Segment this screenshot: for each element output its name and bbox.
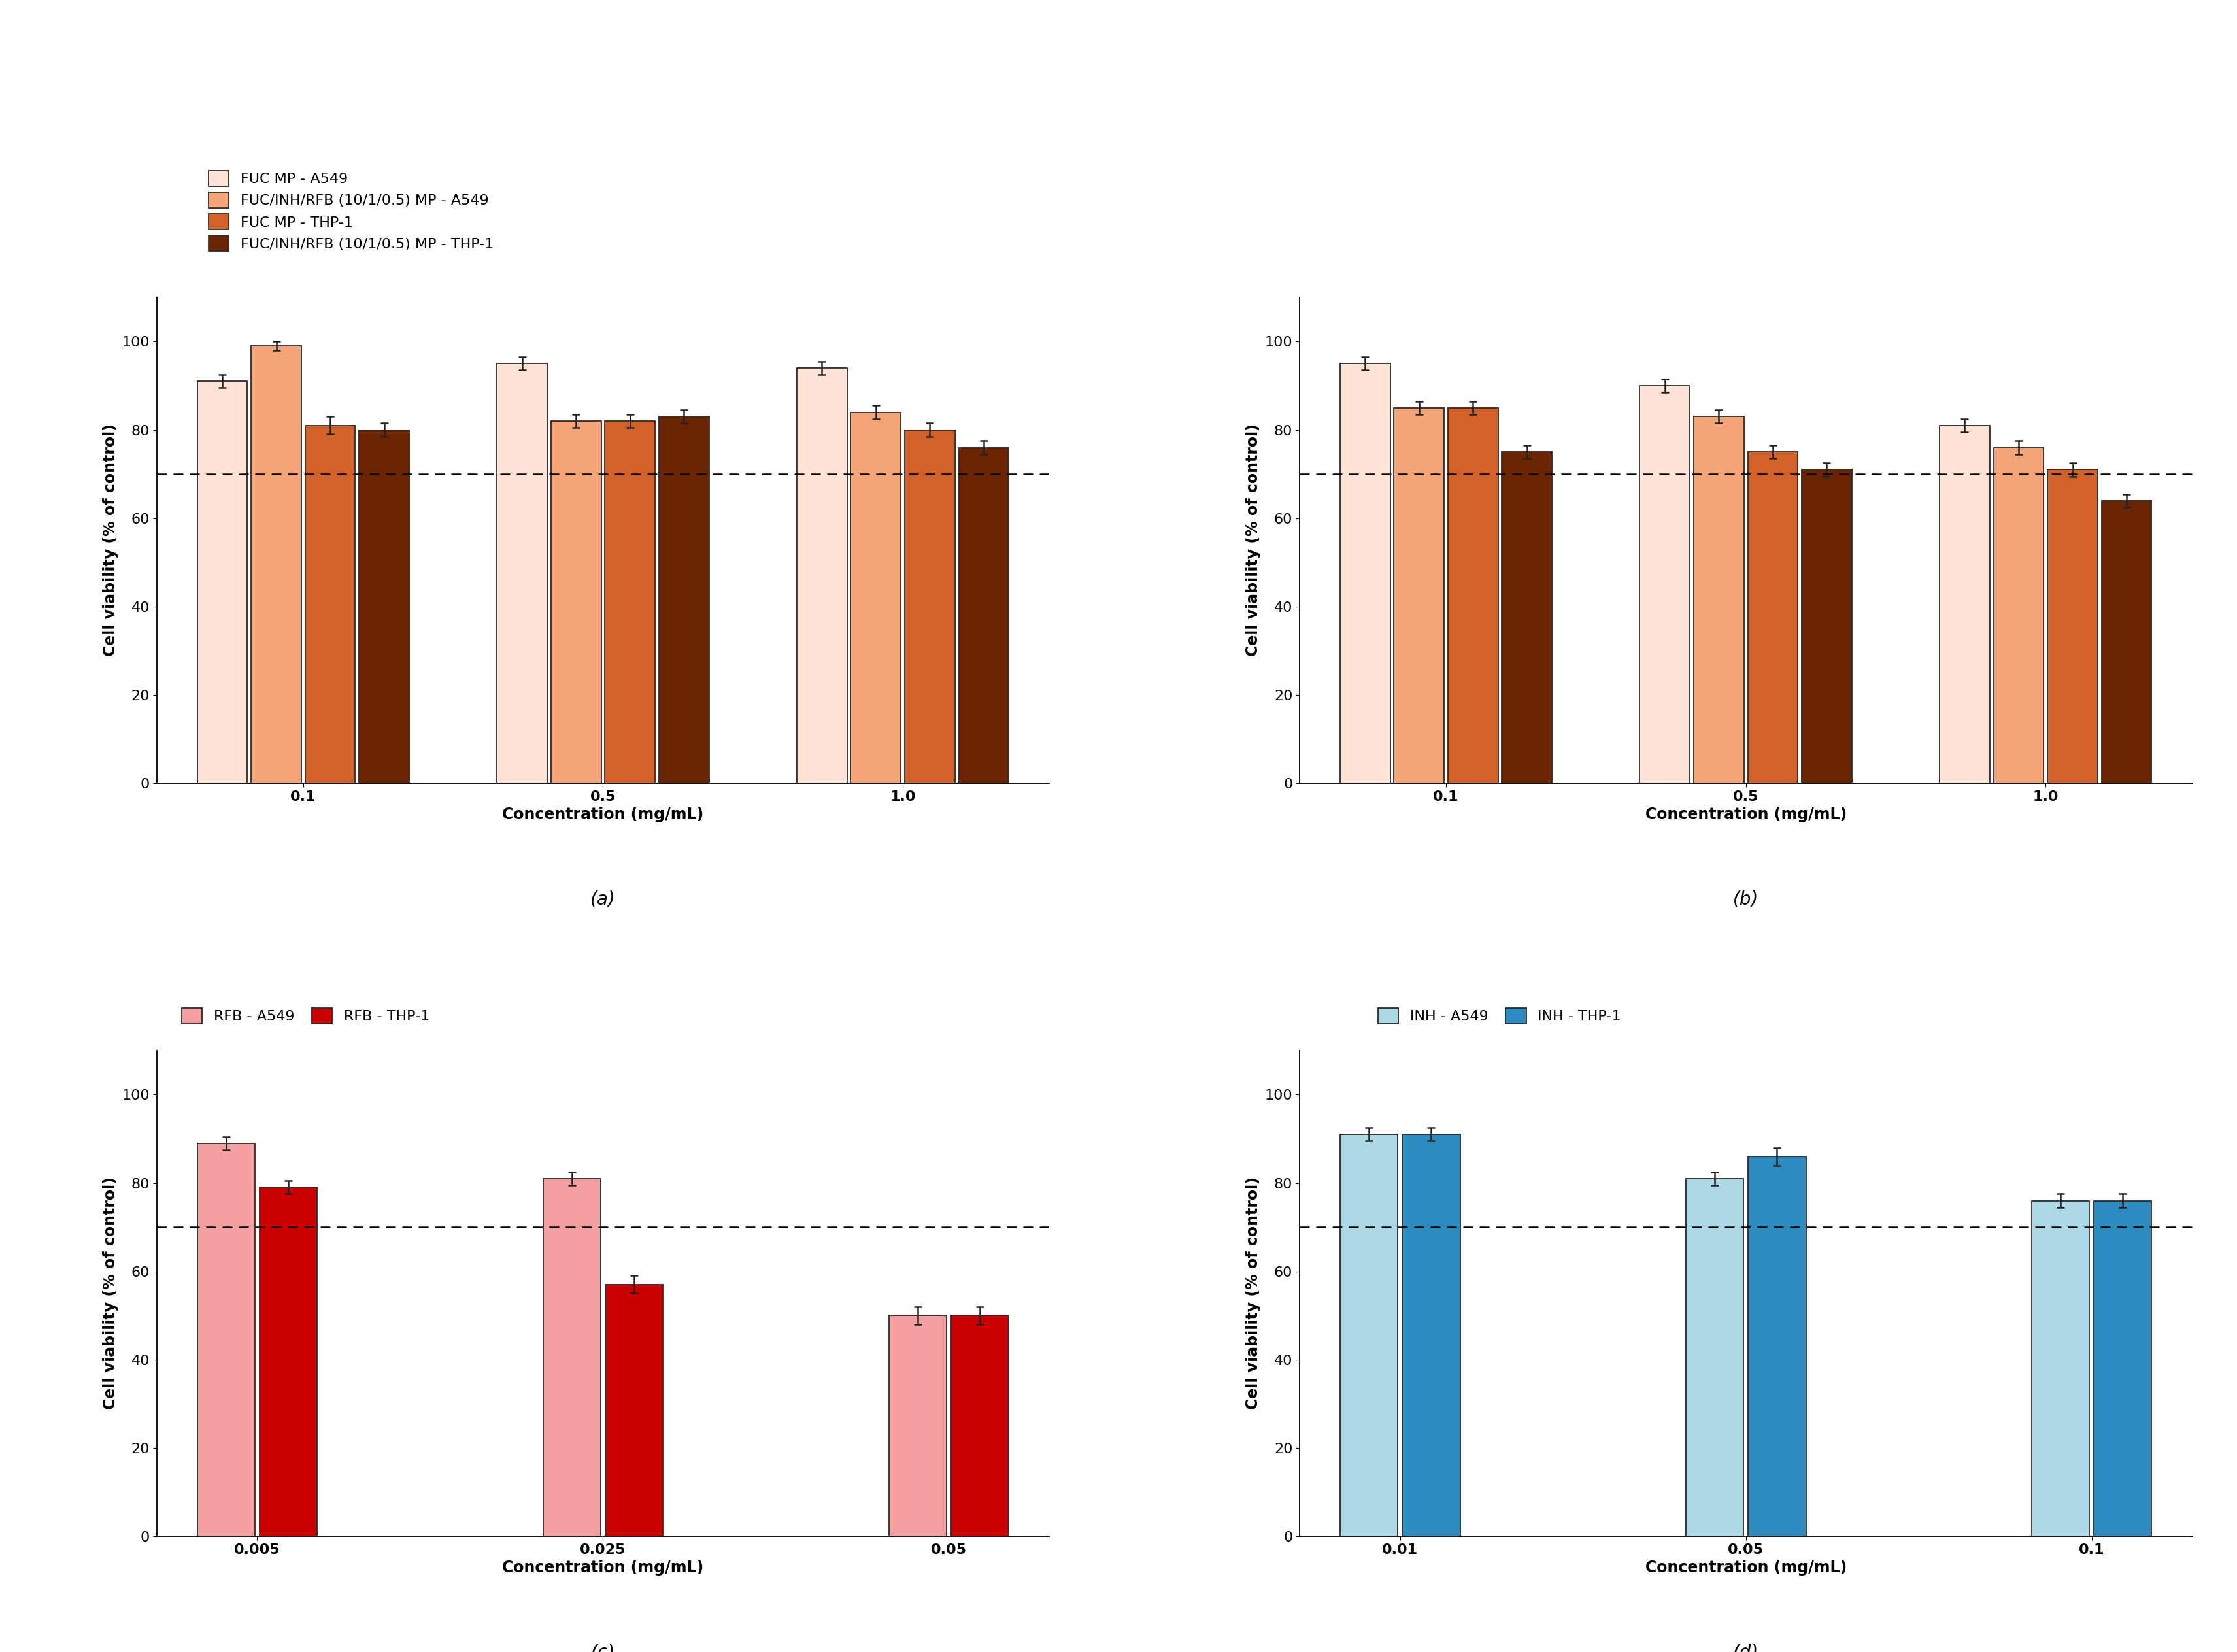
Bar (2047, 469, 2098, 783)
Bar (1394, 408, 1445, 783)
Legend: RFB - A549, RFB - THP-1: RFB - A549, RFB - THP-1 (181, 1008, 430, 1024)
Bar (1747, 453, 1799, 783)
Bar (1747, 1156, 1805, 1536)
Bar (951, 1315, 1009, 1536)
X-axis label: Concentration (mg/mL): Concentration (mg/mL) (503, 806, 705, 823)
X-axis label: Concentration (mg/mL): Concentration (mg/mL) (1644, 1559, 1846, 1576)
Text: (b): (b) (1734, 890, 1758, 909)
Bar (1340, 363, 1389, 783)
Legend: FUC MP - A549, FUC/INH/RFB (10/1/0.5) MP - A549, FUC MP - THP-1, FUC/INH/RFB (10: FUC MP - A549, FUC/INH/RFB (10/1/0.5) MP… (208, 170, 494, 251)
Bar (197, 382, 248, 783)
Bar (1501, 453, 1552, 783)
Bar (1993, 448, 2045, 783)
Bar (606, 1285, 662, 1536)
Bar (544, 1178, 602, 1536)
Bar (1640, 385, 1689, 783)
Bar (251, 345, 302, 783)
Bar (850, 413, 902, 783)
Y-axis label: Cell viability (% of control): Cell viability (% of control) (103, 425, 119, 656)
Bar (497, 363, 548, 783)
Bar (796, 368, 848, 783)
Bar (550, 421, 602, 783)
Bar (1340, 1135, 1398, 1536)
Bar (604, 421, 655, 783)
Bar (2094, 1201, 2152, 1536)
Bar (2031, 1201, 2089, 1536)
Bar (1939, 426, 1989, 783)
X-axis label: Concentration (mg/mL): Concentration (mg/mL) (1644, 806, 1846, 823)
Bar (1693, 416, 1745, 783)
Bar (2101, 501, 2152, 783)
Y-axis label: Cell viability (% of control): Cell viability (% of control) (1246, 1178, 1262, 1409)
Bar (960, 448, 1009, 783)
Bar (360, 430, 409, 783)
Bar (1687, 1178, 1743, 1536)
Bar (660, 416, 709, 783)
Y-axis label: Cell viability (% of control): Cell viability (% of control) (103, 1178, 119, 1409)
Text: (c): (c) (591, 1644, 615, 1652)
Bar (304, 426, 356, 783)
Text: (a): (a) (591, 890, 615, 909)
Bar (1801, 469, 1852, 783)
Bar (259, 1188, 318, 1536)
Bar (888, 1315, 946, 1536)
X-axis label: Concentration (mg/mL): Concentration (mg/mL) (503, 1559, 705, 1576)
Y-axis label: Cell viability (% of control): Cell viability (% of control) (1246, 425, 1262, 656)
Bar (904, 430, 955, 783)
Bar (197, 1143, 255, 1536)
Text: (d): (d) (1734, 1644, 1758, 1652)
Legend: INH - A549, INH - THP-1: INH - A549, INH - THP-1 (1378, 1008, 1622, 1024)
Bar (1447, 408, 1499, 783)
Bar (1403, 1135, 1461, 1536)
